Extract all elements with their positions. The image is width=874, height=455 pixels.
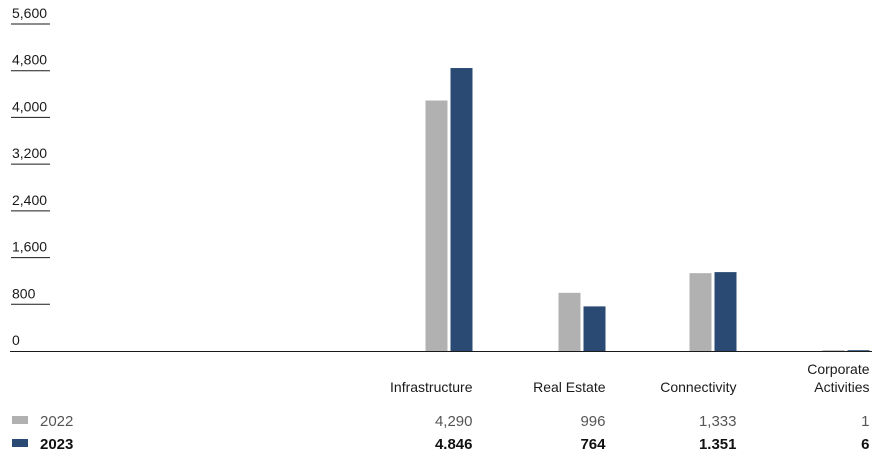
bar-2022-real-estate bbox=[558, 292, 581, 351]
bar-2022-infrastructure bbox=[425, 100, 448, 351]
legend-label-2023: 2023 bbox=[40, 436, 73, 453]
category-label: Real Estate bbox=[533, 379, 606, 395]
y-tick-label: 5,600 bbox=[12, 5, 47, 21]
legend-swatch-2022 bbox=[12, 416, 28, 424]
bar-2023-real-estate bbox=[583, 306, 606, 351]
y-tick-label: 0 bbox=[12, 332, 20, 348]
y-tick-label: 1,600 bbox=[12, 239, 47, 255]
category-label: Connectivity bbox=[660, 379, 736, 395]
bar-2022-corporate-activities bbox=[822, 350, 845, 351]
bar-2022-connectivity bbox=[689, 273, 712, 351]
category-label: Corporate Activities bbox=[807, 361, 869, 395]
bar-2023-infrastructure bbox=[450, 68, 473, 352]
y-tick-label: 800 bbox=[12, 285, 36, 301]
y-tick-label: 4,800 bbox=[12, 52, 47, 68]
y-tick-label: 2,400 bbox=[12, 192, 47, 208]
data-value-2023: 4.846 bbox=[435, 436, 473, 453]
bar-2023-corporate-activities bbox=[847, 350, 870, 351]
data-value-2022: 1 bbox=[861, 413, 869, 430]
category-label: Infrastructure bbox=[390, 379, 473, 395]
data-value-2022: 1,333 bbox=[699, 413, 737, 430]
data-value-2023: 1.351 bbox=[699, 436, 737, 453]
legend-swatch-2023 bbox=[12, 439, 28, 447]
data-value-2022: 4,290 bbox=[435, 413, 473, 430]
bar-2023-connectivity bbox=[714, 272, 737, 351]
data-value-2022: 996 bbox=[580, 413, 605, 430]
data-value-2023: 764 bbox=[580, 436, 606, 453]
legend-label-2022: 2022 bbox=[40, 413, 73, 430]
y-tick-label: 4,000 bbox=[12, 98, 47, 114]
data-value-2023: 6 bbox=[861, 436, 869, 453]
y-tick-label: 3,200 bbox=[12, 145, 47, 161]
